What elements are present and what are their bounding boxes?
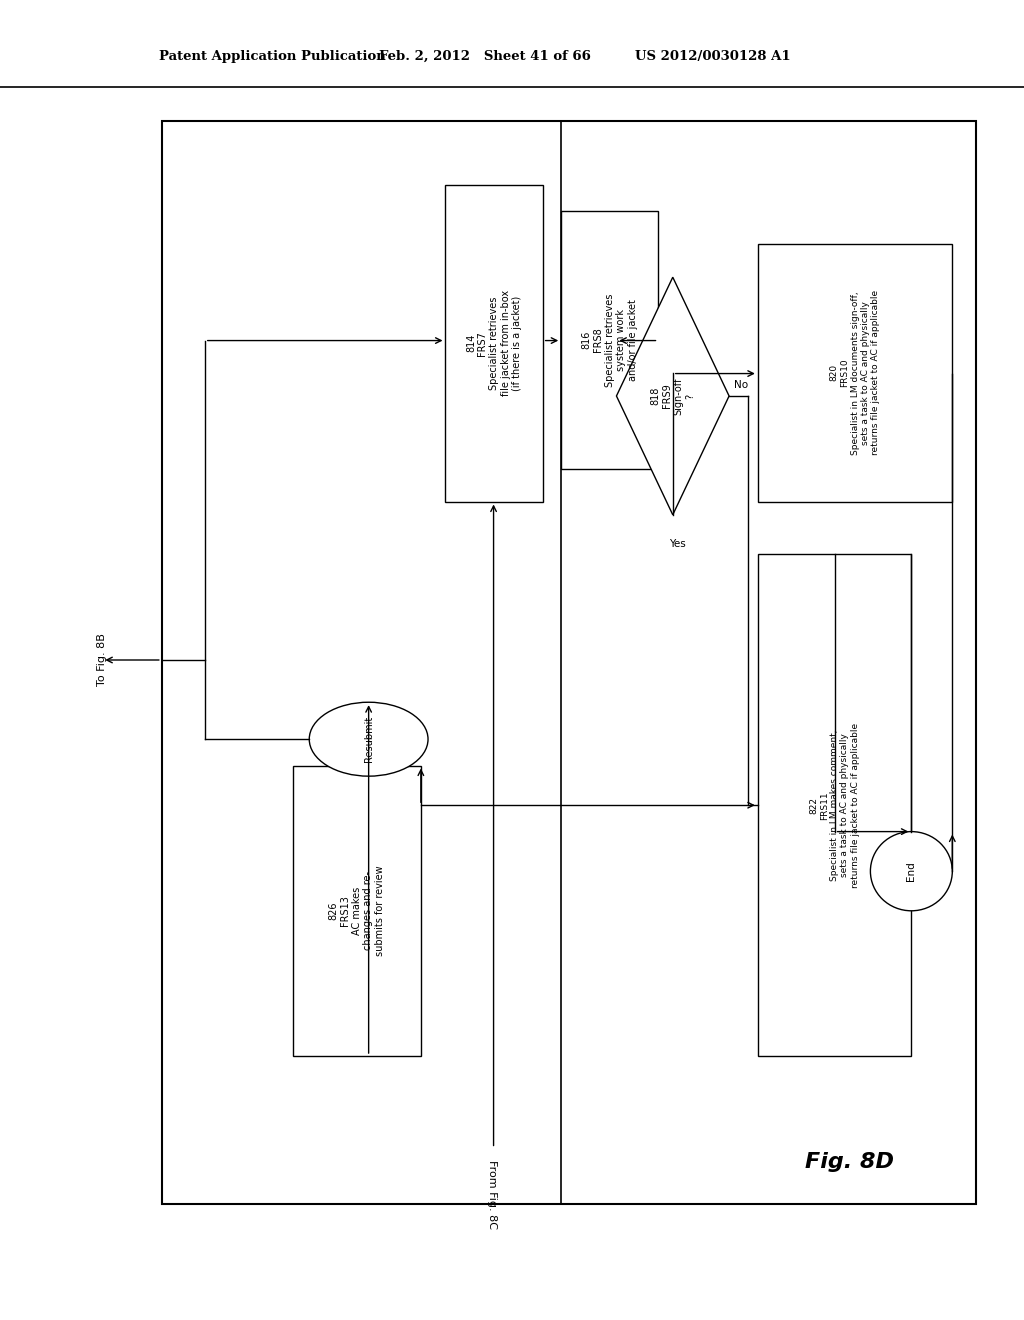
Text: 818
FRS9
Sign-off
?: 818 FRS9 Sign-off ? [650, 378, 695, 414]
Text: 826
FRS13
AC makes
changes and re-
submits for review: 826 FRS13 AC makes changes and re- submi… [329, 866, 385, 956]
FancyBboxPatch shape [758, 554, 911, 1056]
Text: End: End [906, 862, 916, 880]
FancyBboxPatch shape [758, 244, 952, 502]
Ellipse shape [309, 702, 428, 776]
FancyBboxPatch shape [561, 211, 658, 469]
Text: 816
FRS8
Specialist retrieves
system work
and/or file jacket: 816 FRS8 Specialist retrieves system wor… [582, 293, 638, 387]
Text: To Fig. 8B: To Fig. 8B [97, 634, 108, 686]
Ellipse shape [870, 832, 952, 911]
Polygon shape [616, 277, 729, 515]
Text: 822
FRS11
Specialist in LM makes comment,
sets a task to AC and physically
retur: 822 FRS11 Specialist in LM makes comment… [809, 722, 860, 888]
Text: From Fig. 8C: From Fig. 8C [486, 1160, 497, 1229]
Text: Fig. 8D: Fig. 8D [806, 1151, 894, 1172]
Text: 820
FRS10
Specialist in LM documents sign-off,
sets a task to AC and physically
: 820 FRS10 Specialist in LM documents sig… [829, 290, 881, 455]
Text: No: No [734, 380, 749, 391]
FancyBboxPatch shape [293, 766, 421, 1056]
Text: Patent Application Publication: Patent Application Publication [159, 50, 385, 63]
FancyBboxPatch shape [162, 121, 976, 1204]
Text: US 2012/0030128 A1: US 2012/0030128 A1 [635, 50, 791, 63]
Text: Yes: Yes [670, 539, 686, 549]
Text: Resubmit: Resubmit [364, 715, 374, 763]
Text: Feb. 2, 2012   Sheet 41 of 66: Feb. 2, 2012 Sheet 41 of 66 [379, 50, 591, 63]
FancyBboxPatch shape [445, 185, 543, 502]
Text: 814
FRS7
Specialist retrieves
file jacket from in-box
(if there is a jacket): 814 FRS7 Specialist retrieves file jacke… [466, 290, 522, 396]
